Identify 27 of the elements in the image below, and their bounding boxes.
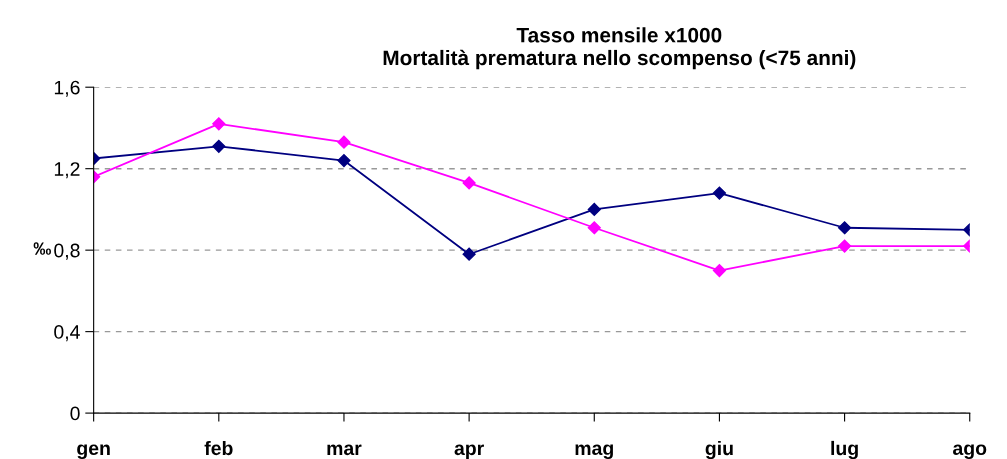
x-tick-label: ago [953,444,987,459]
point [712,263,727,278]
point [337,153,351,168]
x-tick-label: feb [204,440,233,456]
x-tick-label: mag [575,444,613,459]
point [337,135,351,149]
point [587,202,601,217]
point [462,176,476,190]
y-tick-label: 0,8 [54,243,80,260]
point [712,186,727,200]
x-tick-label: giu [705,440,733,459]
point [837,221,852,235]
point [462,247,476,261]
x-tick-label: apr [454,444,484,459]
y-tick-label: 1,6 [54,80,80,97]
point [212,139,226,153]
y-axis-title: ‰ [33,242,51,255]
x-tick-label: lug [831,440,858,459]
point [587,221,601,235]
x-tick-label: mar [327,444,362,456]
point [212,117,226,131]
y-tick-label: 0,4 [54,325,80,342]
point [837,239,852,253]
y-tick-label: 0 [70,406,80,421]
x-tick-label: gen [77,444,110,459]
y-tick-label: 1,2 [54,162,80,179]
chart-title: Tasso mensile x1000 Mortalità prematura nello scompenso (<75 anni) [383,27,856,70]
